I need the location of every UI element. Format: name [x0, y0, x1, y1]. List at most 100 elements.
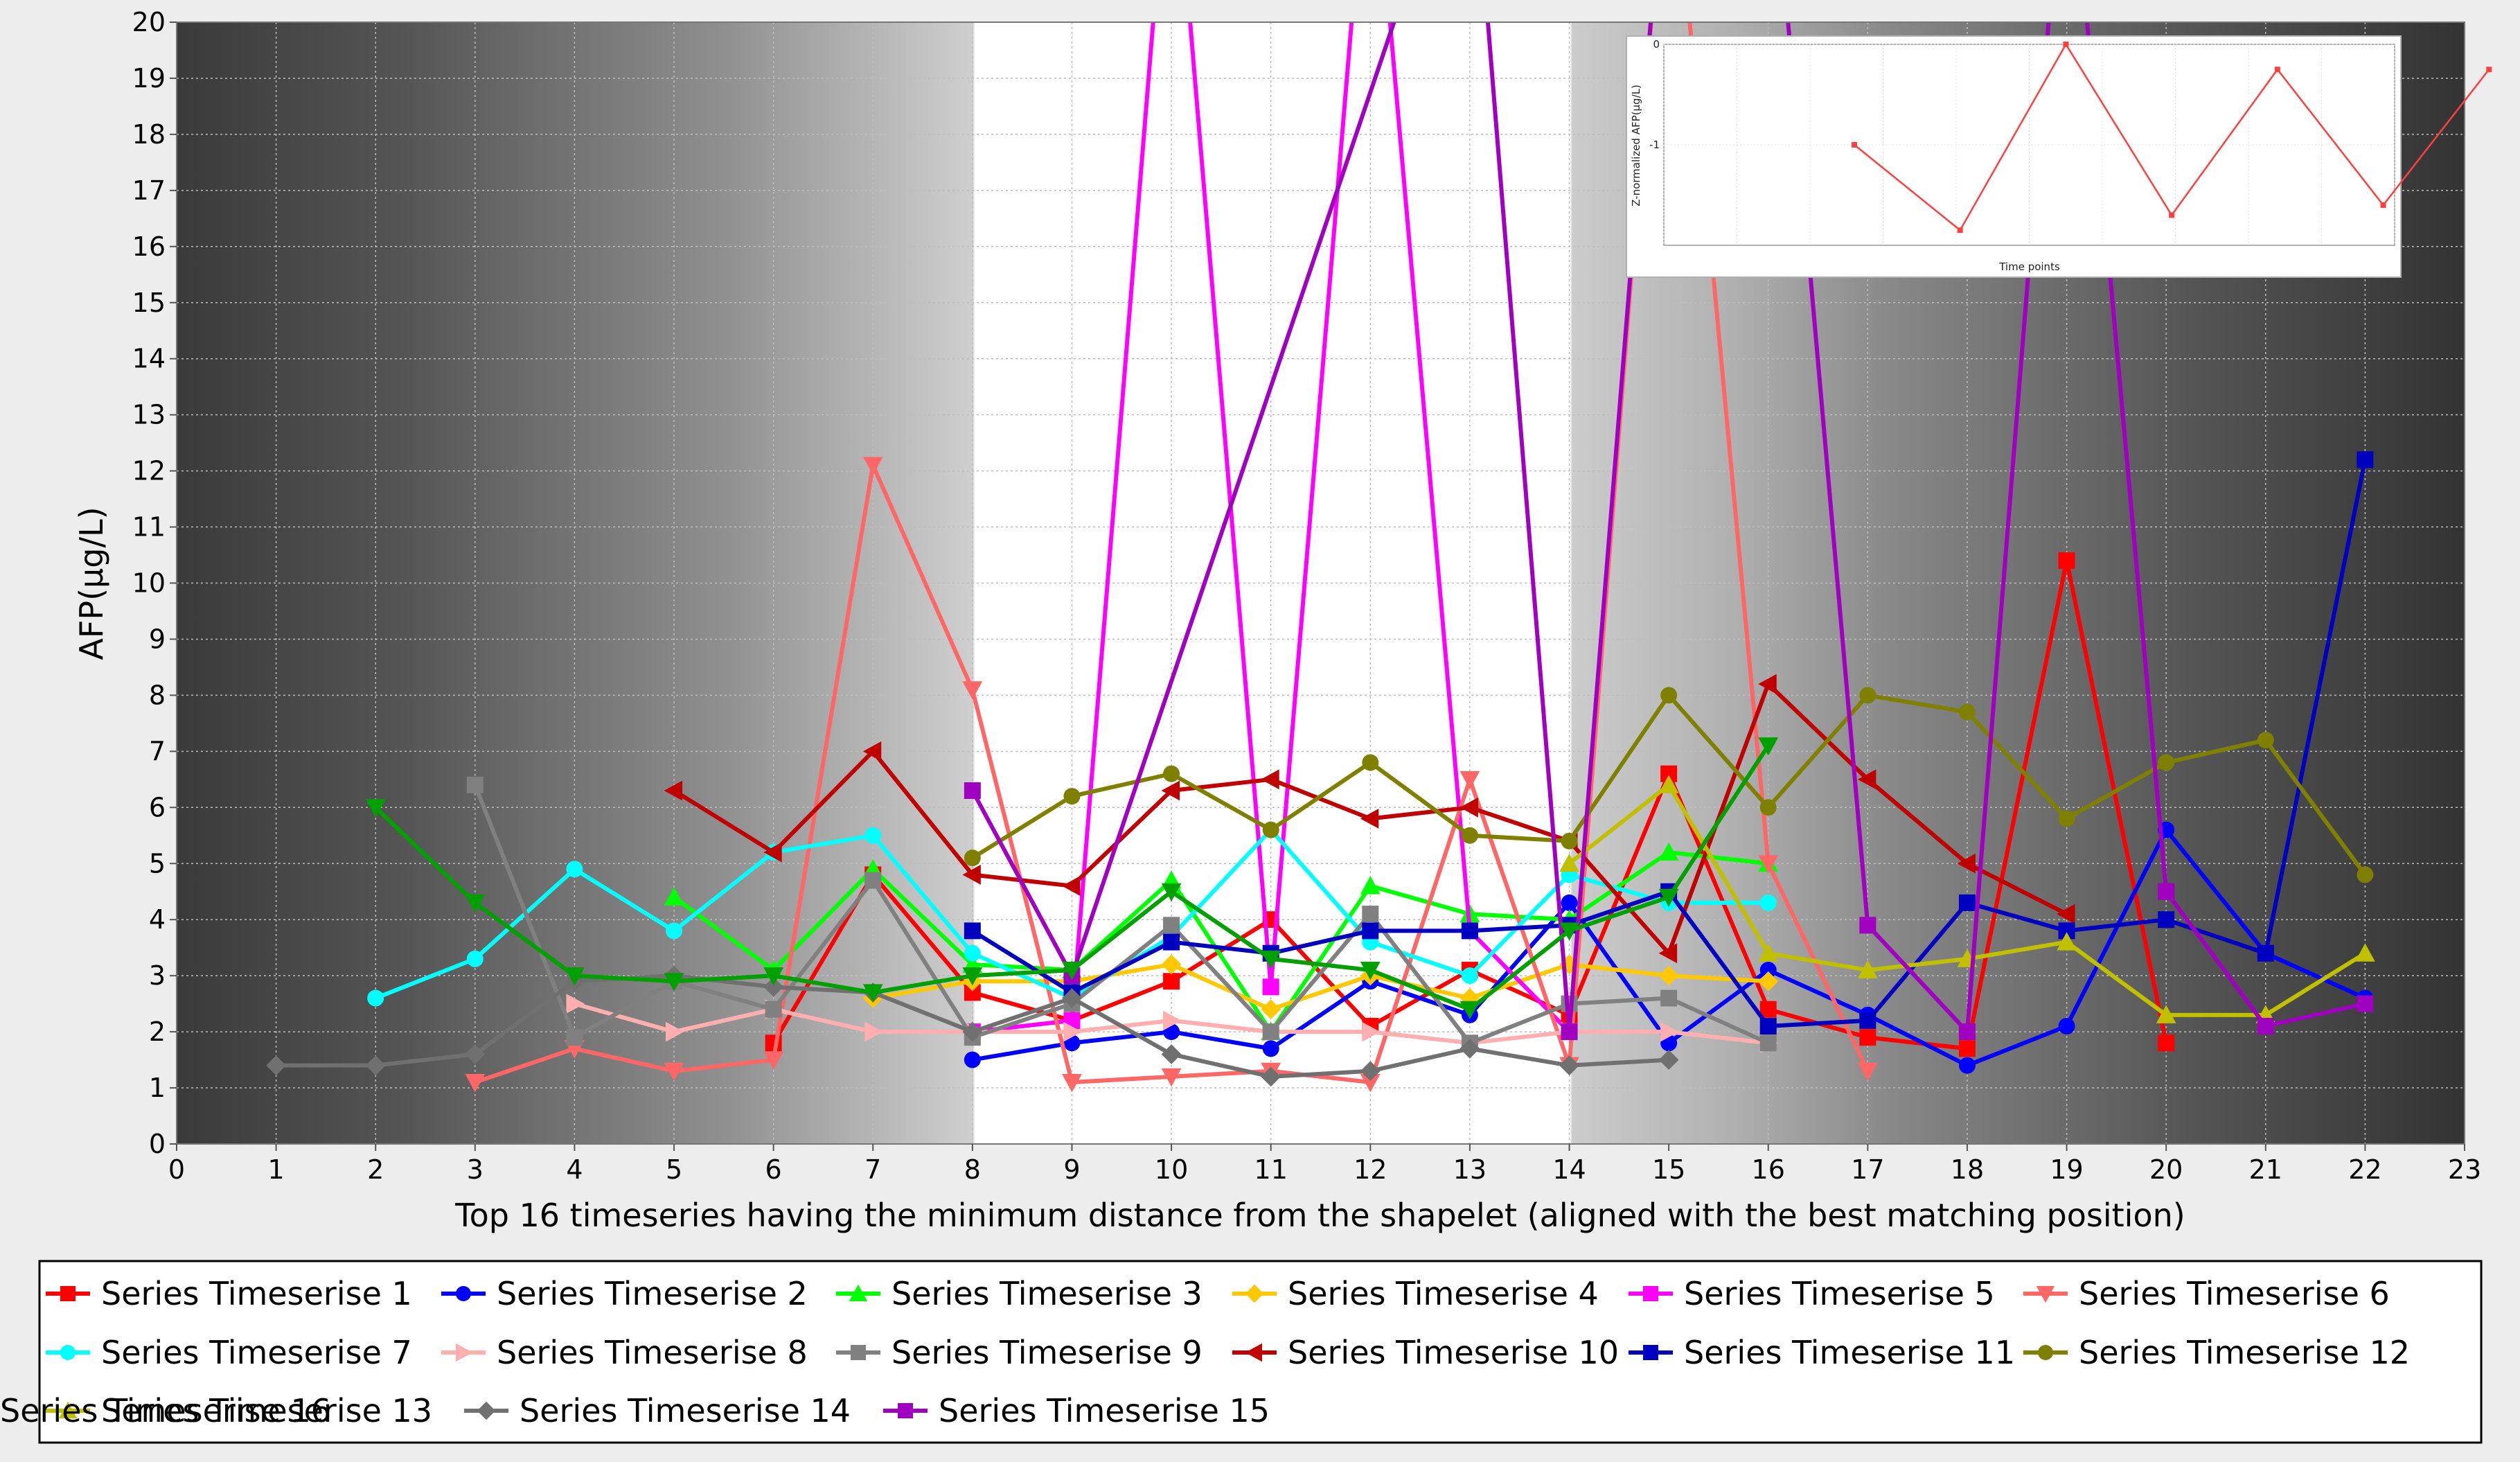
x-tick-label: 19	[2050, 1154, 2083, 1185]
data-point	[1262, 978, 1279, 996]
legend-marker	[2036, 1286, 2055, 1303]
data-point	[1062, 876, 1081, 897]
x-tick-label: 0	[168, 1154, 185, 1185]
legend-label: Series Timeserise 4	[1288, 1275, 1599, 1312]
legend-label: Series Timeserise 8	[497, 1334, 808, 1371]
x-tick-label: 12	[1354, 1154, 1387, 1185]
x-tick-label: 11	[1254, 1154, 1288, 1185]
legend-item: Series Timeserise 5	[1629, 1275, 1995, 1312]
legend-item: Series Timeserise 13	[46, 1392, 432, 1429]
data-point	[1958, 703, 1976, 721]
data-point	[763, 976, 784, 997]
x-tick-label: 4	[566, 1154, 583, 1185]
legend-marker	[60, 1345, 76, 1360]
data-point	[964, 1051, 981, 1068]
y-tick-label: 5	[149, 848, 166, 879]
data-point	[466, 950, 483, 967]
data-point	[2357, 995, 2374, 1012]
legend-item: Series Timeserise 6	[2023, 1275, 2390, 1312]
data-point	[1658, 842, 1679, 861]
x-tick-label: 7	[864, 1154, 881, 1185]
inset-y-axis-label: Z-normalized AFP(µg/L)	[1630, 85, 1642, 206]
data-point	[2257, 732, 2274, 749]
data-point	[1859, 1012, 1876, 1029]
legend-item: Series Timeserise 14	[464, 1392, 851, 1429]
legend-label: Series Timeserise 6	[2079, 1275, 2390, 1312]
series-line	[673, 850, 1769, 1034]
data-point	[1262, 821, 1279, 838]
data-point	[1163, 973, 1180, 990]
y-tick-label: 13	[132, 400, 166, 430]
y-tick-label: 16	[132, 231, 166, 262]
series-10	[664, 673, 2075, 964]
data-point	[864, 827, 882, 844]
inset-y-ticks: 0 -1	[1649, 38, 1660, 151]
data-point	[2357, 451, 2374, 468]
data-point	[1758, 943, 1779, 962]
legend-item: Series Timeserise 10	[1232, 1334, 1619, 1371]
data-point	[565, 967, 585, 986]
legend-item: Series Timeserise 1	[46, 1275, 412, 1312]
legend-item: Series Timeserise 15	[883, 1392, 1270, 1429]
legend-label: Series Timeserise 3	[891, 1275, 1203, 1312]
data-point	[1559, 853, 1579, 872]
x-tick-label: 8	[964, 1154, 981, 1185]
data-point	[1161, 1068, 1182, 1087]
legend-marker	[1643, 1345, 1658, 1360]
data-point	[465, 1073, 486, 1093]
legend-label: Series Timeserise 16	[0, 1392, 331, 1429]
series-line	[872, 962, 1768, 1012]
legend-marker	[1245, 1343, 1262, 1362]
y-tick-label: 7	[149, 736, 166, 766]
legend-marker	[1245, 1284, 1264, 1303]
data-point	[1758, 971, 1779, 992]
data-point	[1461, 827, 1478, 844]
y-tick-label: 10	[132, 568, 166, 599]
data-point	[1459, 1038, 1480, 1059]
data-point	[1362, 754, 1379, 771]
data-point	[1958, 894, 1976, 911]
y-tick-label: 18	[132, 119, 166, 150]
legend-item: Series Timeserise 12	[2023, 1334, 2410, 1371]
data-point	[763, 842, 782, 863]
data-point	[2057, 904, 2075, 924]
data-point	[1859, 687, 1876, 704]
data-point	[765, 1001, 782, 1018]
data-point	[962, 1021, 983, 1042]
data-point	[1262, 1023, 1279, 1041]
series-16	[365, 737, 1779, 1020]
data-point	[1758, 673, 1777, 694]
y-tick-label: 15	[132, 288, 166, 318]
y-tick-label: 12	[132, 456, 166, 486]
data-point	[2058, 552, 2075, 570]
data-point	[1561, 832, 1578, 849]
data-point	[566, 861, 583, 878]
legend-label: Series Timeserise 13	[101, 1392, 432, 1429]
x-tick-label: 22	[2348, 1154, 2381, 1185]
y-tick-label: 17	[132, 175, 166, 206]
legend-item: Series Timeserise 8	[441, 1334, 808, 1371]
data-point	[664, 780, 683, 801]
x-tick-label: 10	[1155, 1154, 1188, 1185]
legend-marker	[58, 1401, 78, 1418]
inset-data-point	[2063, 42, 2069, 47]
series-line	[970, 22, 2366, 1034]
data-point	[1163, 917, 1180, 934]
x-tick-label: 15	[1652, 1154, 1685, 1185]
inset-chart: 0 -1 Z-normalized AFP(µg/L) Time points	[1626, 35, 2492, 278]
data-point	[1163, 765, 1180, 782]
y-tick-label: 9	[149, 624, 166, 654]
data-point	[1759, 1001, 1777, 1018]
legend-label: Series Timeserise 14	[520, 1392, 851, 1429]
data-point	[1362, 906, 1379, 923]
data-point	[1658, 1050, 1679, 1070]
legend-marker	[851, 1345, 866, 1360]
data-point	[664, 1062, 684, 1082]
inset-data-point	[2380, 202, 2386, 208]
legend-item: Series Timeserise 4	[1232, 1275, 1599, 1312]
data-point	[1360, 962, 1381, 980]
data-point	[1261, 769, 1279, 790]
data-point	[1362, 1021, 1381, 1042]
data-point	[862, 984, 883, 1003]
data-point	[2057, 932, 2077, 951]
